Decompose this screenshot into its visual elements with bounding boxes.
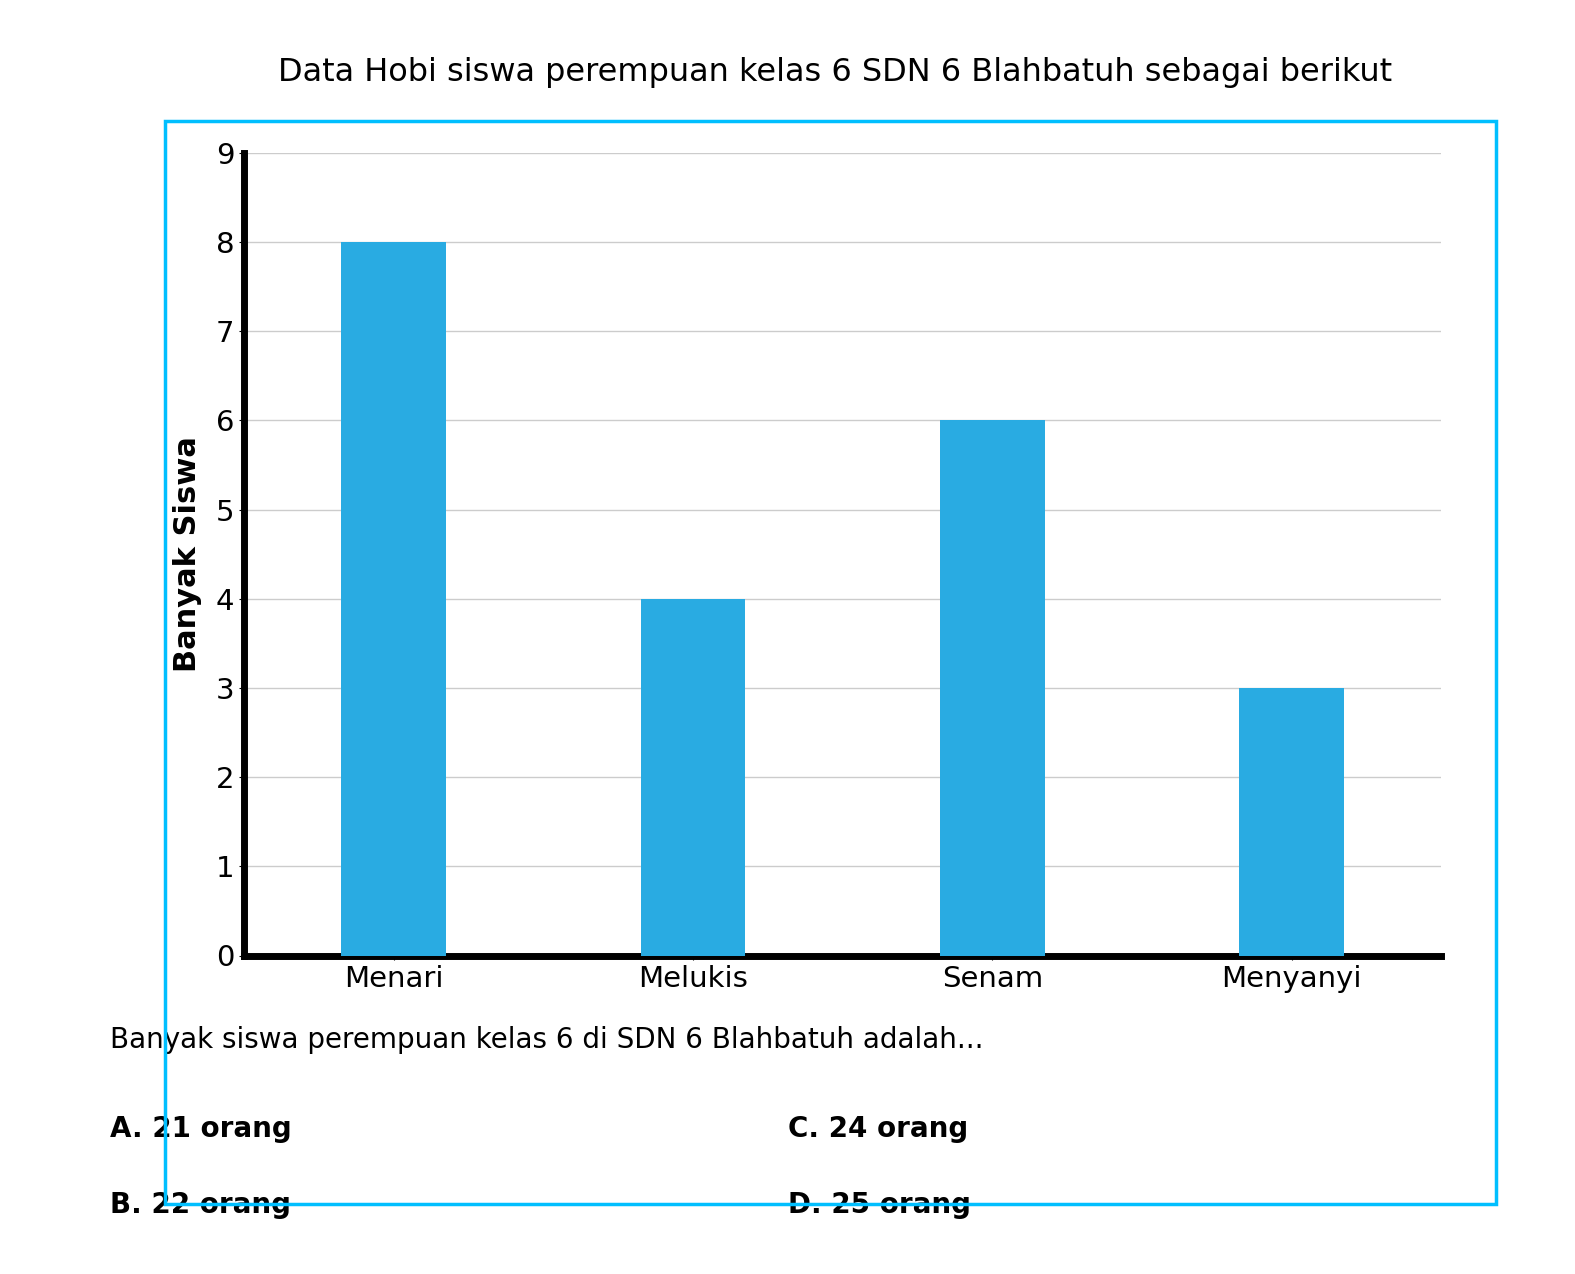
- Text: Data Hobi siswa perempuan kelas 6 SDN 6 Blahbatuh sebagai berikut: Data Hobi siswa perempuan kelas 6 SDN 6 …: [277, 57, 1392, 88]
- Y-axis label: Banyak Siswa: Banyak Siswa: [173, 436, 202, 673]
- Bar: [1240, 688, 1343, 956]
- Text: A. 21 orang: A. 21 orang: [110, 1115, 291, 1143]
- Text: D. 25 orang: D. 25 orang: [788, 1191, 970, 1219]
- Text: C. 24 orang: C. 24 orang: [788, 1115, 967, 1143]
- Bar: [342, 242, 446, 956]
- Bar: [641, 599, 745, 956]
- Text: Banyak siswa perempuan kelas 6 di SDN 6 Blahbatuh adalah...: Banyak siswa perempuan kelas 6 di SDN 6 …: [110, 1026, 984, 1054]
- Bar: [940, 420, 1044, 956]
- Text: B. 22 orang: B. 22 orang: [110, 1191, 291, 1219]
